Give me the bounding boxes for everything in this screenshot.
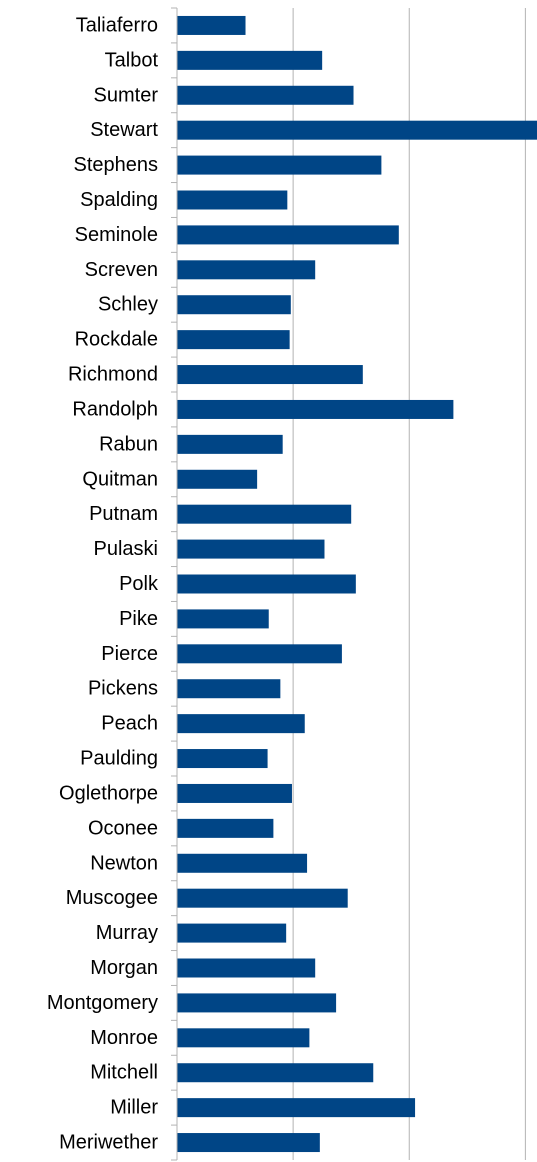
category-label-oglethorpe: Oglethorpe	[59, 782, 158, 804]
category-label-pierce: Pierce	[101, 643, 158, 665]
bar-meriwether	[177, 1133, 320, 1153]
category-ticks	[171, 7, 177, 1161]
category-label-rabun: Rabun	[99, 433, 158, 455]
bar-monroe	[177, 1028, 310, 1048]
category-label-monroe: Monroe	[90, 1027, 158, 1049]
bar-miller	[177, 1098, 416, 1118]
bar-morgan	[177, 958, 316, 978]
category-label-paulding: Paulding	[80, 748, 158, 770]
bar-stephens	[177, 155, 382, 175]
category-label-oconee: Oconee	[88, 817, 158, 839]
category-label-stewart: Stewart	[90, 119, 158, 141]
category-label-sumter: Sumter	[94, 84, 159, 106]
category-label-spalding: Spalding	[80, 189, 158, 211]
category-label-randolph: Randolph	[72, 398, 158, 420]
category-label-morgan: Morgan	[90, 957, 158, 979]
bar-sumter	[177, 85, 354, 105]
category-label-murray: Murray	[96, 922, 158, 944]
bar-peach	[177, 714, 305, 734]
category-label-talbot: Talbot	[105, 49, 159, 71]
bar-pickens	[177, 679, 281, 699]
category-label-montgomery: Montgomery	[47, 992, 158, 1014]
bar-mitchell	[177, 1063, 374, 1083]
bar-newton	[177, 853, 308, 873]
category-label-quitman: Quitman	[82, 468, 158, 490]
bar-murray	[177, 923, 287, 943]
bar-spalding	[177, 190, 288, 210]
bar-randolph	[177, 399, 454, 419]
category-label-pike: Pike	[119, 608, 158, 630]
category-label-schley: Schley	[98, 294, 158, 316]
category-label-taliaferro: Taliaferro	[76, 14, 158, 36]
category-labels: Taliaferro Talbot Sumter Stewart Stephens Spa…	[47, 14, 159, 1153]
bar-screven	[177, 260, 316, 280]
category-label-miller: Miller	[110, 1097, 158, 1119]
bar-rabun	[177, 434, 283, 454]
category-label-mitchell: Mitchell	[90, 1062, 158, 1084]
category-label-stephens: Stephens	[73, 154, 158, 176]
category-label-newton: Newton	[90, 852, 158, 874]
bar-stewart	[177, 120, 537, 140]
bar-schley	[177, 295, 291, 315]
category-label-screven: Screven	[85, 259, 158, 281]
bar-pike	[177, 609, 269, 629]
bar-quitman	[177, 469, 258, 489]
bar-taliaferro	[177, 15, 246, 35]
category-label-polk: Polk	[119, 573, 159, 595]
category-label-richmond: Richmond	[68, 364, 158, 386]
bars	[177, 15, 537, 1153]
category-label-pickens: Pickens	[88, 678, 158, 700]
bar-talbot	[177, 50, 323, 70]
bar-oconee	[177, 818, 274, 838]
bar-muscogee	[177, 888, 348, 908]
bar-rockdale	[177, 330, 290, 350]
bar-richmond	[177, 365, 363, 385]
bar-putnam	[177, 504, 352, 524]
bar-pulaski	[177, 539, 325, 559]
bar-paulding	[177, 749, 268, 769]
category-label-rockdale: Rockdale	[75, 329, 158, 351]
category-label-muscogee: Muscogee	[66, 887, 158, 909]
category-label-putnam: Putnam	[89, 503, 158, 525]
bar-montgomery	[177, 993, 337, 1013]
bar-polk	[177, 574, 356, 594]
category-label-seminole: Seminole	[75, 224, 158, 246]
category-label-meriwether: Meriwether	[59, 1132, 158, 1154]
bar-seminole	[177, 225, 399, 245]
bar-oglethorpe	[177, 783, 292, 803]
category-label-pulaski: Pulaski	[94, 538, 158, 560]
category-label-peach: Peach	[101, 713, 158, 735]
bar-pierce	[177, 644, 342, 664]
